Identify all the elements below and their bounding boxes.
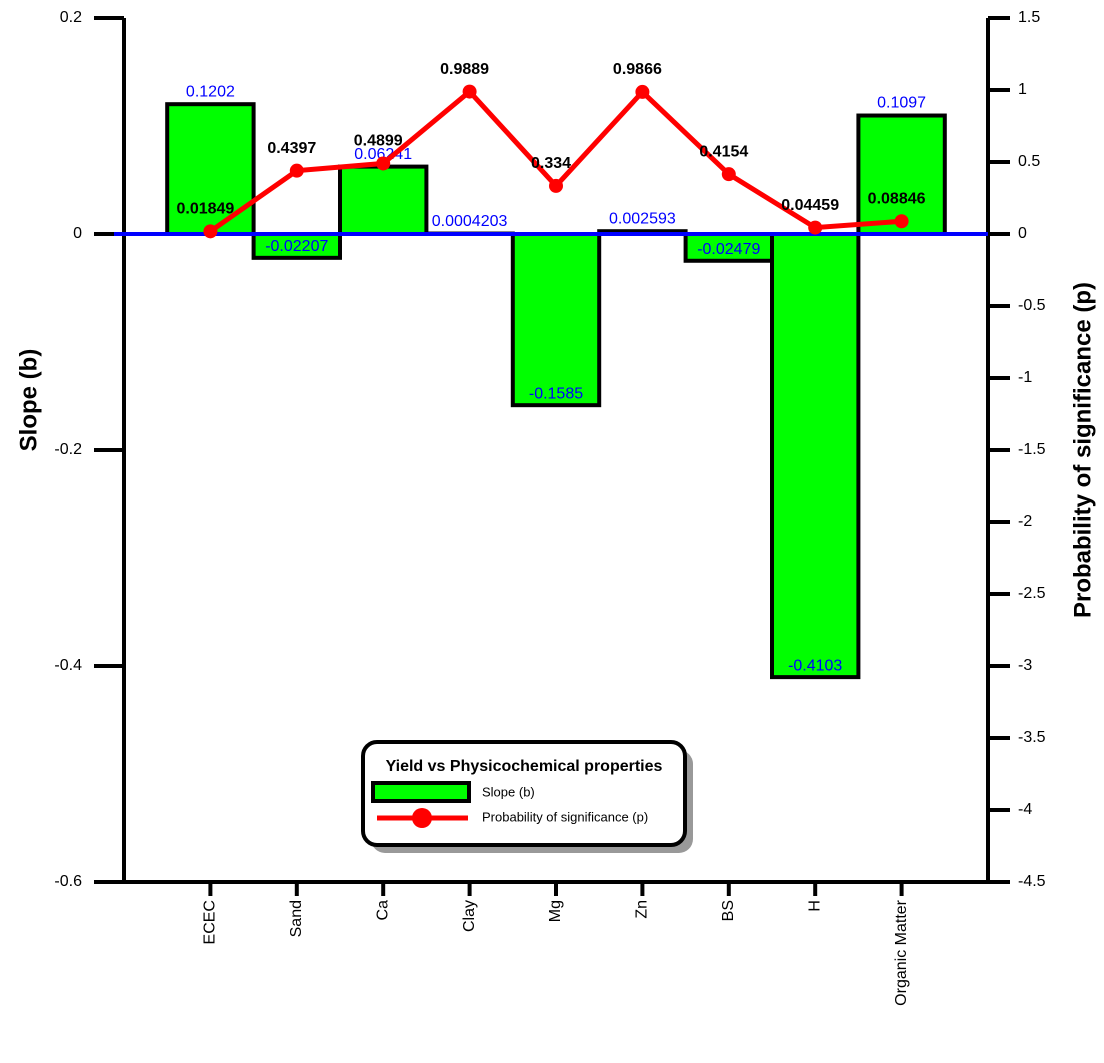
legend-label: Slope (b) — [482, 784, 535, 799]
line-marker — [635, 85, 649, 99]
x-tick-label: H — [806, 900, 823, 912]
bar-value-label: 0.1202 — [186, 83, 235, 100]
bar-value-label: 0.0004203 — [432, 213, 508, 230]
bar — [772, 234, 858, 677]
bar-value-label: -0.02479 — [697, 241, 760, 258]
y2-tick-label: -3.5 — [1018, 729, 1046, 746]
y2-tick-label: 0.5 — [1018, 153, 1040, 170]
bar-value-label: -0.1585 — [529, 385, 583, 402]
y2-tick-label: -2 — [1018, 513, 1032, 530]
y2-tick-label: -3 — [1018, 657, 1032, 674]
y-tick-label: -0.6 — [54, 873, 82, 890]
y2-tick-label: -4 — [1018, 801, 1032, 818]
y2-tick-label: -2.5 — [1018, 585, 1046, 602]
line-marker — [203, 224, 217, 238]
line-value-label: 0.9889 — [440, 61, 489, 78]
x-tick-label: Ca — [374, 900, 391, 921]
legend-swatch — [412, 808, 432, 828]
line-value-label: 0.4154 — [699, 143, 748, 160]
line-value-label: 0.4397 — [267, 140, 316, 157]
y-tick-label: -0.2 — [54, 441, 82, 458]
bar-value-label: 0.1097 — [877, 95, 926, 112]
line-marker — [722, 167, 736, 181]
x-tick-label: BS — [720, 900, 737, 921]
y-tick-label: -0.4 — [54, 657, 82, 674]
line-marker — [549, 179, 563, 193]
bar-value-label: -0.4103 — [788, 657, 842, 674]
line-value-label: 0.334 — [531, 155, 571, 172]
y2-tick-label: 1.5 — [1018, 9, 1040, 26]
bar-value-label: -0.02207 — [265, 238, 328, 255]
line-marker — [895, 214, 909, 228]
bar-value-label: 0.002593 — [609, 210, 676, 227]
x-tick-label: Clay — [461, 900, 478, 932]
line-marker — [376, 156, 390, 170]
x-tick-label: Organic Matter — [893, 899, 910, 1005]
bar — [513, 234, 599, 405]
legend-swatch — [373, 783, 469, 801]
y2-tick-label: -0.5 — [1018, 297, 1046, 314]
legend-title: Yield vs Physicochemical properties — [386, 758, 663, 775]
y-tick-label: 0 — [73, 225, 82, 242]
y2-axis-label: Probability of significance (p) — [1069, 282, 1096, 618]
x-tick-label: ECEC — [202, 900, 219, 944]
x-tick-label: Mg — [547, 900, 564, 922]
line-value-label: 0.01849 — [176, 201, 234, 218]
bar — [340, 167, 426, 234]
line-value-label: 0.9866 — [613, 61, 662, 78]
x-tick-label: Zn — [634, 900, 651, 919]
y2-tick-label: 0 — [1018, 225, 1027, 242]
y2-tick-label: -1.5 — [1018, 441, 1046, 458]
y2-tick-label: 1 — [1018, 81, 1027, 98]
line-marker — [808, 221, 822, 235]
line-marker — [290, 164, 304, 178]
legend-label: Probability of significance (p) — [482, 809, 648, 824]
y2-tick-label: -4.5 — [1018, 873, 1046, 890]
x-tick-label: Sand — [288, 900, 305, 937]
y2-tick-label: -1 — [1018, 369, 1032, 386]
y-tick-label: 0.2 — [60, 9, 82, 26]
line-marker — [463, 85, 477, 99]
y-axis-label: Slope (b) — [15, 349, 42, 452]
line-value-label: 0.04459 — [781, 197, 839, 214]
line-value-label: 0.08846 — [868, 190, 926, 207]
line-value-label: 0.4899 — [354, 133, 403, 150]
